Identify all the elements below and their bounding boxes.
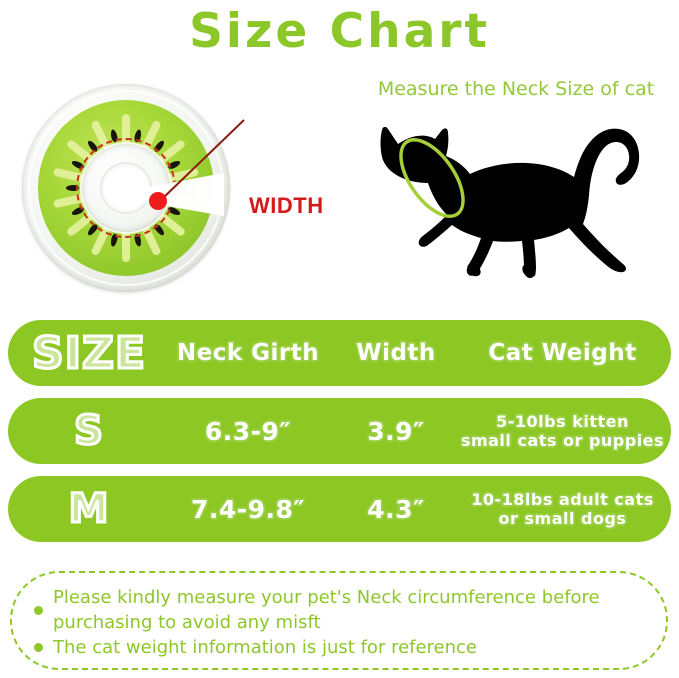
- table-row: M 7.4-9.8″ 4.3″ 10-18lbs adult cats or s…: [8, 476, 671, 542]
- row-size-value: M: [67, 485, 110, 534]
- kiwi-ray: [122, 114, 130, 154]
- row-cat-weight-line1: 5-10lbs kitten: [496, 412, 629, 431]
- width-label: WIDTH: [249, 193, 324, 218]
- row-size-value: S: [73, 407, 105, 456]
- row-neck-girth-value: 7.4-9.8″: [190, 494, 306, 524]
- header-cell-width: Width: [332, 320, 460, 386]
- page-title: Size Chart: [189, 4, 490, 59]
- row-cat-weight-line2: small cats or puppies: [460, 431, 665, 450]
- row-cell-width: 4.3″: [332, 476, 460, 542]
- header-width-label: Width: [356, 340, 436, 366]
- bullet-icon: [34, 643, 43, 652]
- note-text: The cat weight information is just for r…: [53, 637, 478, 658]
- header-neck-girth-label: Neck Girth: [176, 340, 320, 366]
- row-cat-weight-value: 10-18lbs adult cats or small dogs: [471, 490, 654, 528]
- row-cell-size: S: [14, 398, 164, 464]
- row-width-value: 4.3″: [367, 494, 425, 524]
- header-cell-neck-girth: Neck Girth: [164, 320, 332, 386]
- size-table: SIZE Neck Girth Width Cat Weight S 6.3-9…: [8, 320, 671, 554]
- row-cell-cat-weight: 5-10lbs kitten small cats or puppies: [460, 398, 665, 464]
- header-size-label: SIZE: [30, 326, 147, 380]
- notes-panel: Please kindly measure your pet's Neck ci…: [10, 571, 668, 670]
- row-cell-width: 3.9″: [332, 398, 460, 464]
- cat-silhouette-icon: [380, 126, 640, 278]
- cat-diagram-caption: Measure the Neck Size of cat: [377, 78, 655, 100]
- kiwi-rays-group: [52, 114, 200, 262]
- header-cat-weight-label: Cat Weight: [488, 340, 637, 366]
- cat-body-shape: [380, 126, 640, 278]
- row-cat-weight-line1: 10-18lbs adult cats: [471, 490, 654, 509]
- note-item: Please kindly measure your pet's Neck ci…: [34, 585, 653, 635]
- row-cell-size: M: [14, 476, 164, 542]
- width-leader-line: [149, 119, 245, 210]
- table-header-row: SIZE Neck Girth Width Cat Weight: [8, 320, 671, 386]
- neck-measure-ellipse: [399, 138, 465, 218]
- note-item: The cat weight information is just for r…: [34, 635, 477, 660]
- row-cat-weight-value: 5-10lbs kitten small cats or puppies: [461, 412, 664, 450]
- row-cell-cat-weight: 10-18lbs adult cats or small dogs: [460, 476, 665, 542]
- product-illustration: WIDTH NECK: [18, 84, 338, 360]
- note-text: Please kindly measure your pet's Neck ci…: [53, 587, 600, 633]
- row-cat-weight-line2: or small dogs: [498, 509, 627, 528]
- table-row: S 6.3-9″ 3.9″ 5-10lbs kitten small cats …: [8, 398, 671, 464]
- cat-diagram: Measure the Neck Size of cat: [360, 72, 672, 294]
- row-cell-neck-girth: 6.3-9″: [164, 398, 332, 464]
- recovery-cone-image: [22, 84, 234, 294]
- header-cell-cat-weight: Cat Weight: [460, 320, 665, 386]
- row-width-value: 3.9″: [367, 416, 425, 446]
- header-cell-size: SIZE: [14, 320, 164, 386]
- row-neck-girth-value: 6.3-9″: [204, 416, 292, 446]
- bullet-icon: [34, 605, 43, 615]
- row-cell-neck-girth: 7.4-9.8″: [164, 476, 332, 542]
